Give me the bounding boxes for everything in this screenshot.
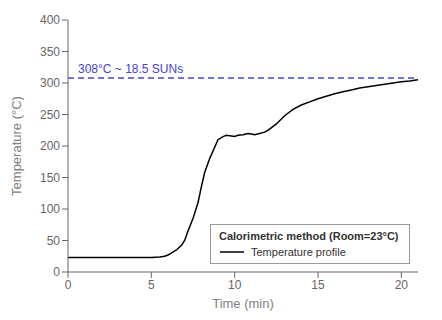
svg-text:0: 0: [53, 265, 60, 279]
svg-text:150: 150: [40, 171, 60, 185]
svg-text:Time (min): Time (min): [212, 296, 274, 311]
html-text:Temperature profile: Temperature profile: [251, 246, 346, 258]
svg-text:20: 20: [395, 278, 409, 292]
html-text:Calorimetric method (Room=23°C: Calorimetric method (Room=23°C): [219, 230, 399, 242]
svg-text:50: 50: [47, 234, 61, 248]
svg-text:5: 5: [148, 278, 155, 292]
svg-text:250: 250: [40, 108, 60, 122]
svg-text:400: 400: [40, 13, 60, 27]
svg-text:10: 10: [228, 278, 242, 292]
svg-text:100: 100: [40, 202, 60, 216]
svg-text:350: 350: [40, 45, 60, 59]
svg-text:200: 200: [40, 139, 60, 153]
svg-text:0: 0: [65, 278, 72, 292]
svg-text:300: 300: [40, 76, 60, 90]
svg-text:Temperature (°C): Temperature (°C): [9, 96, 24, 196]
svg-text:308°C ~ 18.5 SUNs: 308°C ~ 18.5 SUNs: [78, 62, 183, 76]
svg-text:15: 15: [311, 278, 325, 292]
